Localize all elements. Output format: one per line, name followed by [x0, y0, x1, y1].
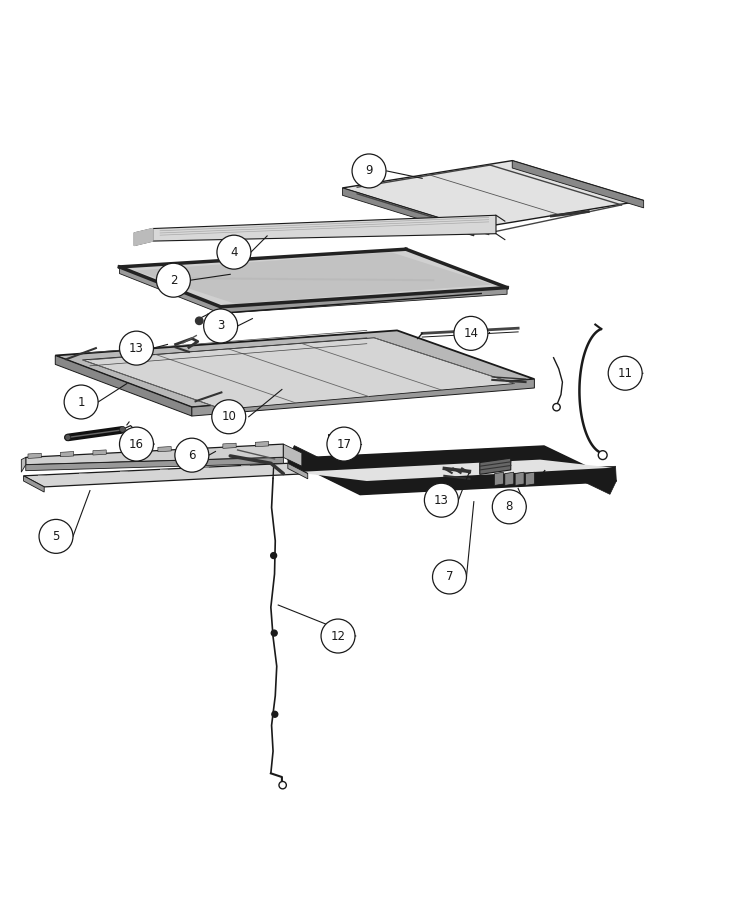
Circle shape — [272, 711, 278, 717]
Polygon shape — [494, 472, 503, 485]
Polygon shape — [288, 446, 545, 473]
Circle shape — [119, 331, 153, 365]
Circle shape — [65, 435, 71, 440]
Polygon shape — [26, 457, 283, 471]
Polygon shape — [153, 215, 496, 241]
Text: 10: 10 — [222, 410, 236, 423]
Circle shape — [39, 519, 73, 554]
Polygon shape — [359, 466, 617, 494]
Text: 1: 1 — [77, 395, 85, 409]
Polygon shape — [283, 444, 302, 466]
Bar — [328, 434, 348, 444]
Polygon shape — [288, 464, 308, 479]
Text: 16: 16 — [129, 437, 144, 451]
Circle shape — [270, 553, 276, 559]
Circle shape — [156, 263, 190, 297]
Circle shape — [64, 385, 98, 419]
Polygon shape — [512, 160, 644, 208]
Polygon shape — [82, 338, 514, 410]
Polygon shape — [505, 472, 514, 485]
Text: 13: 13 — [129, 342, 144, 355]
Circle shape — [119, 428, 153, 461]
Polygon shape — [192, 379, 534, 416]
Polygon shape — [125, 448, 139, 454]
Polygon shape — [26, 444, 283, 464]
Polygon shape — [61, 452, 74, 456]
Circle shape — [119, 427, 125, 432]
Text: 13: 13 — [434, 494, 449, 507]
Text: 17: 17 — [336, 437, 351, 451]
Circle shape — [454, 317, 488, 350]
Polygon shape — [479, 458, 511, 474]
Polygon shape — [119, 267, 221, 313]
Text: 6: 6 — [188, 449, 196, 462]
Polygon shape — [525, 472, 534, 485]
Circle shape — [608, 356, 642, 391]
Text: 2: 2 — [170, 274, 177, 287]
Text: 7: 7 — [446, 571, 453, 583]
Polygon shape — [119, 249, 507, 307]
Circle shape — [217, 235, 251, 269]
Circle shape — [327, 428, 361, 461]
Circle shape — [553, 403, 560, 411]
Polygon shape — [288, 446, 367, 494]
Polygon shape — [342, 188, 473, 236]
Text: 5: 5 — [53, 530, 60, 543]
Polygon shape — [515, 472, 524, 485]
Text: 3: 3 — [217, 320, 225, 332]
Polygon shape — [158, 446, 171, 452]
Circle shape — [492, 490, 526, 524]
Circle shape — [425, 483, 459, 518]
Polygon shape — [288, 446, 617, 494]
Text: 12: 12 — [330, 629, 345, 643]
Circle shape — [175, 438, 209, 473]
Polygon shape — [221, 288, 507, 313]
Circle shape — [271, 630, 277, 636]
Polygon shape — [93, 450, 106, 455]
Polygon shape — [56, 330, 534, 407]
Circle shape — [433, 560, 467, 594]
Polygon shape — [24, 464, 308, 487]
Circle shape — [279, 781, 286, 788]
Polygon shape — [134, 229, 153, 246]
Circle shape — [321, 619, 355, 653]
Polygon shape — [223, 443, 236, 448]
Polygon shape — [294, 460, 612, 481]
Polygon shape — [190, 445, 204, 450]
Polygon shape — [256, 442, 269, 446]
Polygon shape — [342, 160, 644, 229]
Text: 9: 9 — [365, 165, 373, 177]
Circle shape — [212, 400, 246, 434]
Circle shape — [196, 317, 203, 325]
Polygon shape — [56, 356, 192, 416]
Text: 11: 11 — [618, 366, 633, 380]
Text: 8: 8 — [505, 500, 513, 513]
Polygon shape — [24, 476, 44, 492]
Polygon shape — [28, 454, 41, 458]
Circle shape — [204, 309, 238, 343]
Circle shape — [598, 451, 607, 460]
Polygon shape — [134, 252, 492, 304]
Text: 14: 14 — [463, 327, 479, 340]
Text: 4: 4 — [230, 246, 238, 258]
Polygon shape — [538, 446, 617, 494]
Polygon shape — [21, 457, 26, 472]
Circle shape — [352, 154, 386, 188]
